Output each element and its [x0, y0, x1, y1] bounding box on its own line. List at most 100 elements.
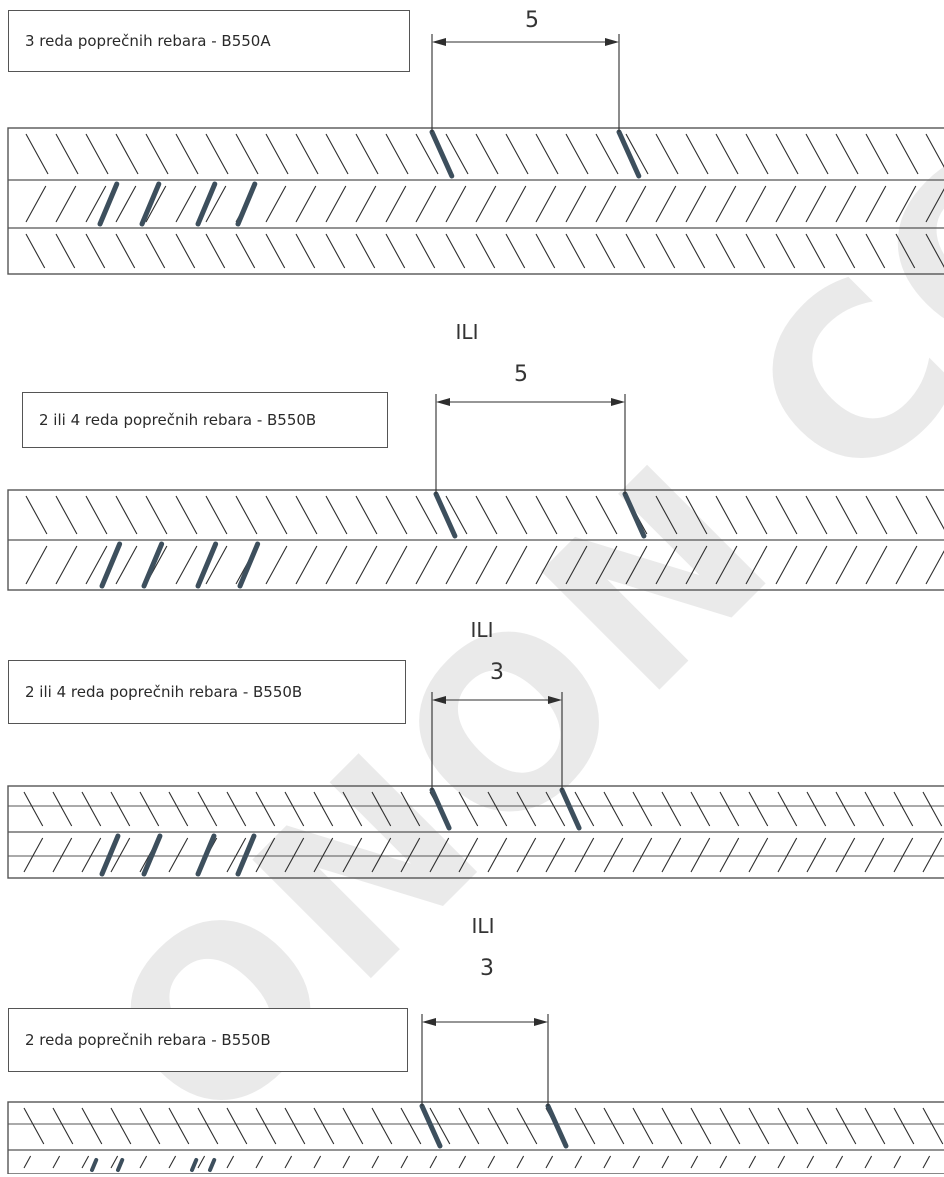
bar-4-rib	[139, 1107, 161, 1145]
bar-3-arrow-right	[548, 696, 562, 704]
bar-3-rib	[226, 837, 247, 873]
bar-4-rib	[922, 1155, 931, 1169]
bar-1-rib	[565, 233, 586, 269]
bar-3-arrow-left	[432, 696, 446, 704]
bar-1-rib	[205, 133, 229, 175]
bar-4-rib	[371, 1107, 393, 1145]
bar-2-rib	[745, 545, 768, 585]
bar-4-rib	[864, 1107, 886, 1145]
bar-1-rib	[475, 133, 499, 175]
bar-1-rib	[25, 233, 46, 269]
bar-1-rib	[445, 185, 467, 223]
bar-1-rib	[385, 133, 409, 175]
bar-3-marker-rib-top-2	[559, 787, 582, 831]
bar-1-rib	[595, 133, 619, 175]
bar-1-rib	[895, 133, 919, 175]
bar-4-rib	[719, 1107, 741, 1145]
bar-2-rib	[175, 545, 198, 585]
bar-3-rib	[342, 837, 363, 873]
bar-3-rib	[255, 837, 276, 873]
bar-1-rib	[775, 185, 797, 223]
bar-4-rib	[777, 1155, 786, 1169]
bar-1-marker-rib-bottom-1	[97, 181, 120, 227]
bar-3-rib	[400, 837, 421, 873]
bar-4-rib	[139, 1155, 148, 1169]
bar-3-marker-rib-bottom-2	[141, 833, 163, 877]
bar-4-rib	[922, 1107, 944, 1145]
bar-4-rib	[458, 1155, 467, 1169]
bar-2-rib	[205, 495, 228, 535]
bar-3-rib	[806, 837, 827, 873]
bar-3-rib	[748, 791, 769, 827]
bar-2-rib	[325, 545, 348, 585]
bar-4-rib	[603, 1107, 625, 1145]
bar-4-rib	[748, 1155, 757, 1169]
bar-2-rib	[835, 545, 858, 585]
bar-3-rib	[545, 837, 566, 873]
bar-2-rib	[145, 495, 168, 535]
bar-4-rib	[835, 1107, 857, 1145]
bar-4-rib	[429, 1155, 438, 1169]
diagram-4-label: 2 reda poprečnih rebara - B550B	[8, 1008, 408, 1072]
separator-or-3: ILI	[471, 914, 495, 938]
bar-1-rib	[55, 133, 79, 175]
bar-2-rib	[595, 545, 618, 585]
bar-1-rib	[625, 185, 647, 223]
bar-4-rib	[197, 1107, 219, 1145]
bar-2-rib	[835, 495, 858, 535]
bar-1-rib	[325, 133, 349, 175]
bar-2-rib	[205, 545, 228, 585]
bar-1-rib	[805, 233, 826, 269]
bar-3-rib	[719, 837, 740, 873]
bar-2-marker-rib-top-2	[622, 491, 647, 539]
bar-4-rib	[255, 1107, 277, 1145]
bar-2-rib	[115, 545, 138, 585]
bar-1-rib	[205, 233, 226, 269]
bar-4-marker-rib-bottom-3	[190, 1158, 199, 1172]
bar-1-rib	[865, 133, 889, 175]
bar-2-rib	[385, 495, 408, 535]
bar-1-rib	[475, 185, 497, 223]
bar-1-rib	[85, 233, 106, 269]
bar-3-rib	[458, 837, 479, 873]
bar-1-rib	[745, 133, 769, 175]
bar-4-marker-rib-top-2	[545, 1103, 569, 1149]
bar-3-rib	[719, 791, 740, 827]
bar-3-rib	[777, 791, 798, 827]
bar-4-marker-rib-bottom-4	[208, 1158, 217, 1172]
bar-1-rib	[145, 133, 169, 175]
bar-2-rib	[715, 495, 738, 535]
bar-3-rib	[371, 791, 392, 827]
bar-2-rib	[745, 495, 768, 535]
bar-2-rib	[415, 545, 438, 585]
bar-2-rib	[325, 495, 348, 535]
bar-3-rib	[81, 837, 102, 873]
bar-1-rib	[715, 133, 739, 175]
bar-1-rib	[865, 233, 886, 269]
bar-1-rib	[355, 185, 377, 223]
bar-4-rib	[806, 1107, 828, 1145]
bar-4-rib	[458, 1107, 480, 1145]
bar-3-marker-rib-bottom-3	[195, 833, 217, 877]
bar-1-marker-rib-bottom-4	[235, 181, 258, 227]
bar-1-rib	[505, 233, 526, 269]
bar-2-rib	[445, 545, 468, 585]
bar-1-frame	[7, 127, 944, 275]
diagram-2-dimension-value: 5	[514, 362, 528, 387]
bar-4-rib	[255, 1155, 264, 1169]
bar-2-marker-rib-bottom-3	[195, 541, 219, 589]
bar-1-rib	[265, 185, 287, 223]
bar-1-rib	[295, 233, 316, 269]
bar-2-marker-rib-bottom-1	[99, 541, 123, 589]
bar-3-rib	[52, 791, 73, 827]
bar-2-rib	[925, 550, 944, 585]
bar-1-rib	[535, 133, 559, 175]
bar-1-rib	[775, 233, 796, 269]
bar-2-rib	[805, 495, 828, 535]
bar-4-rib	[313, 1107, 335, 1145]
bar-1-arrow-right	[605, 38, 619, 46]
bar-3-rib	[284, 791, 305, 827]
bar-4-rib	[197, 1155, 206, 1169]
bar-1-rib	[865, 185, 887, 223]
bar-4-arrow-left	[422, 1018, 436, 1026]
